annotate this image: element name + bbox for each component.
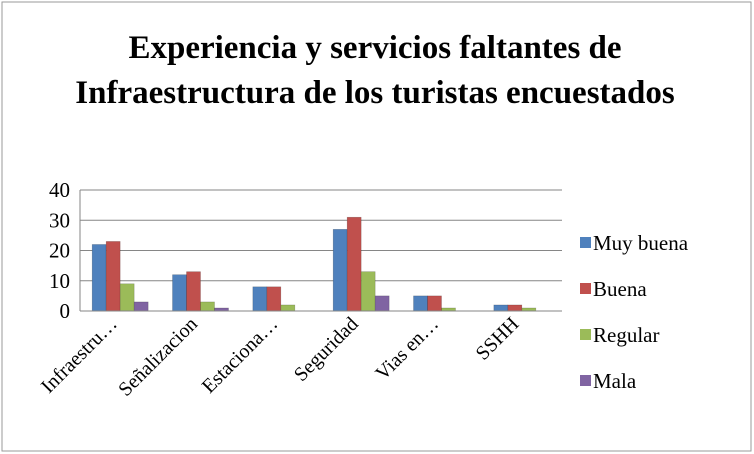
bar: [427, 295, 442, 312]
legend-swatch: [580, 283, 591, 294]
legend-label: Buena: [593, 277, 647, 301]
legend-label: Mala: [593, 369, 637, 393]
x-tick-label: Vias en…: [371, 313, 443, 385]
bar: [91, 244, 107, 312]
x-tick-label: Seguridad: [290, 313, 363, 386]
bar: [360, 271, 376, 312]
x-tick-label: Señalizacion: [114, 313, 202, 401]
bar: [507, 304, 523, 312]
legend-label: Regular: [593, 323, 659, 347]
bar: [172, 274, 187, 312]
bar: [493, 304, 509, 312]
bar: [133, 301, 149, 312]
bar: [200, 301, 215, 312]
legend-label: Muy buena: [593, 231, 689, 255]
bar: [346, 216, 362, 312]
bar: [374, 295, 390, 312]
y-tick-label: 20: [49, 239, 70, 263]
y-tick-label: 0: [60, 299, 71, 323]
x-tick-label: SSHH: [472, 313, 524, 365]
y-tick-label: 40: [49, 178, 70, 202]
y-tick-label: 30: [49, 208, 70, 232]
legend-swatch: [580, 329, 591, 340]
bar: [280, 304, 296, 312]
bar: [266, 286, 282, 312]
x-tick-label: Estaciona…: [198, 313, 283, 398]
legend-swatch: [580, 375, 591, 386]
bar: [332, 229, 348, 312]
x-tick-label: Infraestru…: [37, 313, 122, 398]
bar: [119, 283, 135, 312]
bar: [186, 271, 201, 312]
legend-swatch: [580, 237, 591, 248]
bar: [105, 241, 121, 312]
bar: [252, 286, 268, 312]
y-tick-label: 10: [49, 269, 70, 293]
bar: [413, 295, 428, 312]
chart-title: Experiencia y servicios faltantes de Inf…: [75, 30, 675, 111]
